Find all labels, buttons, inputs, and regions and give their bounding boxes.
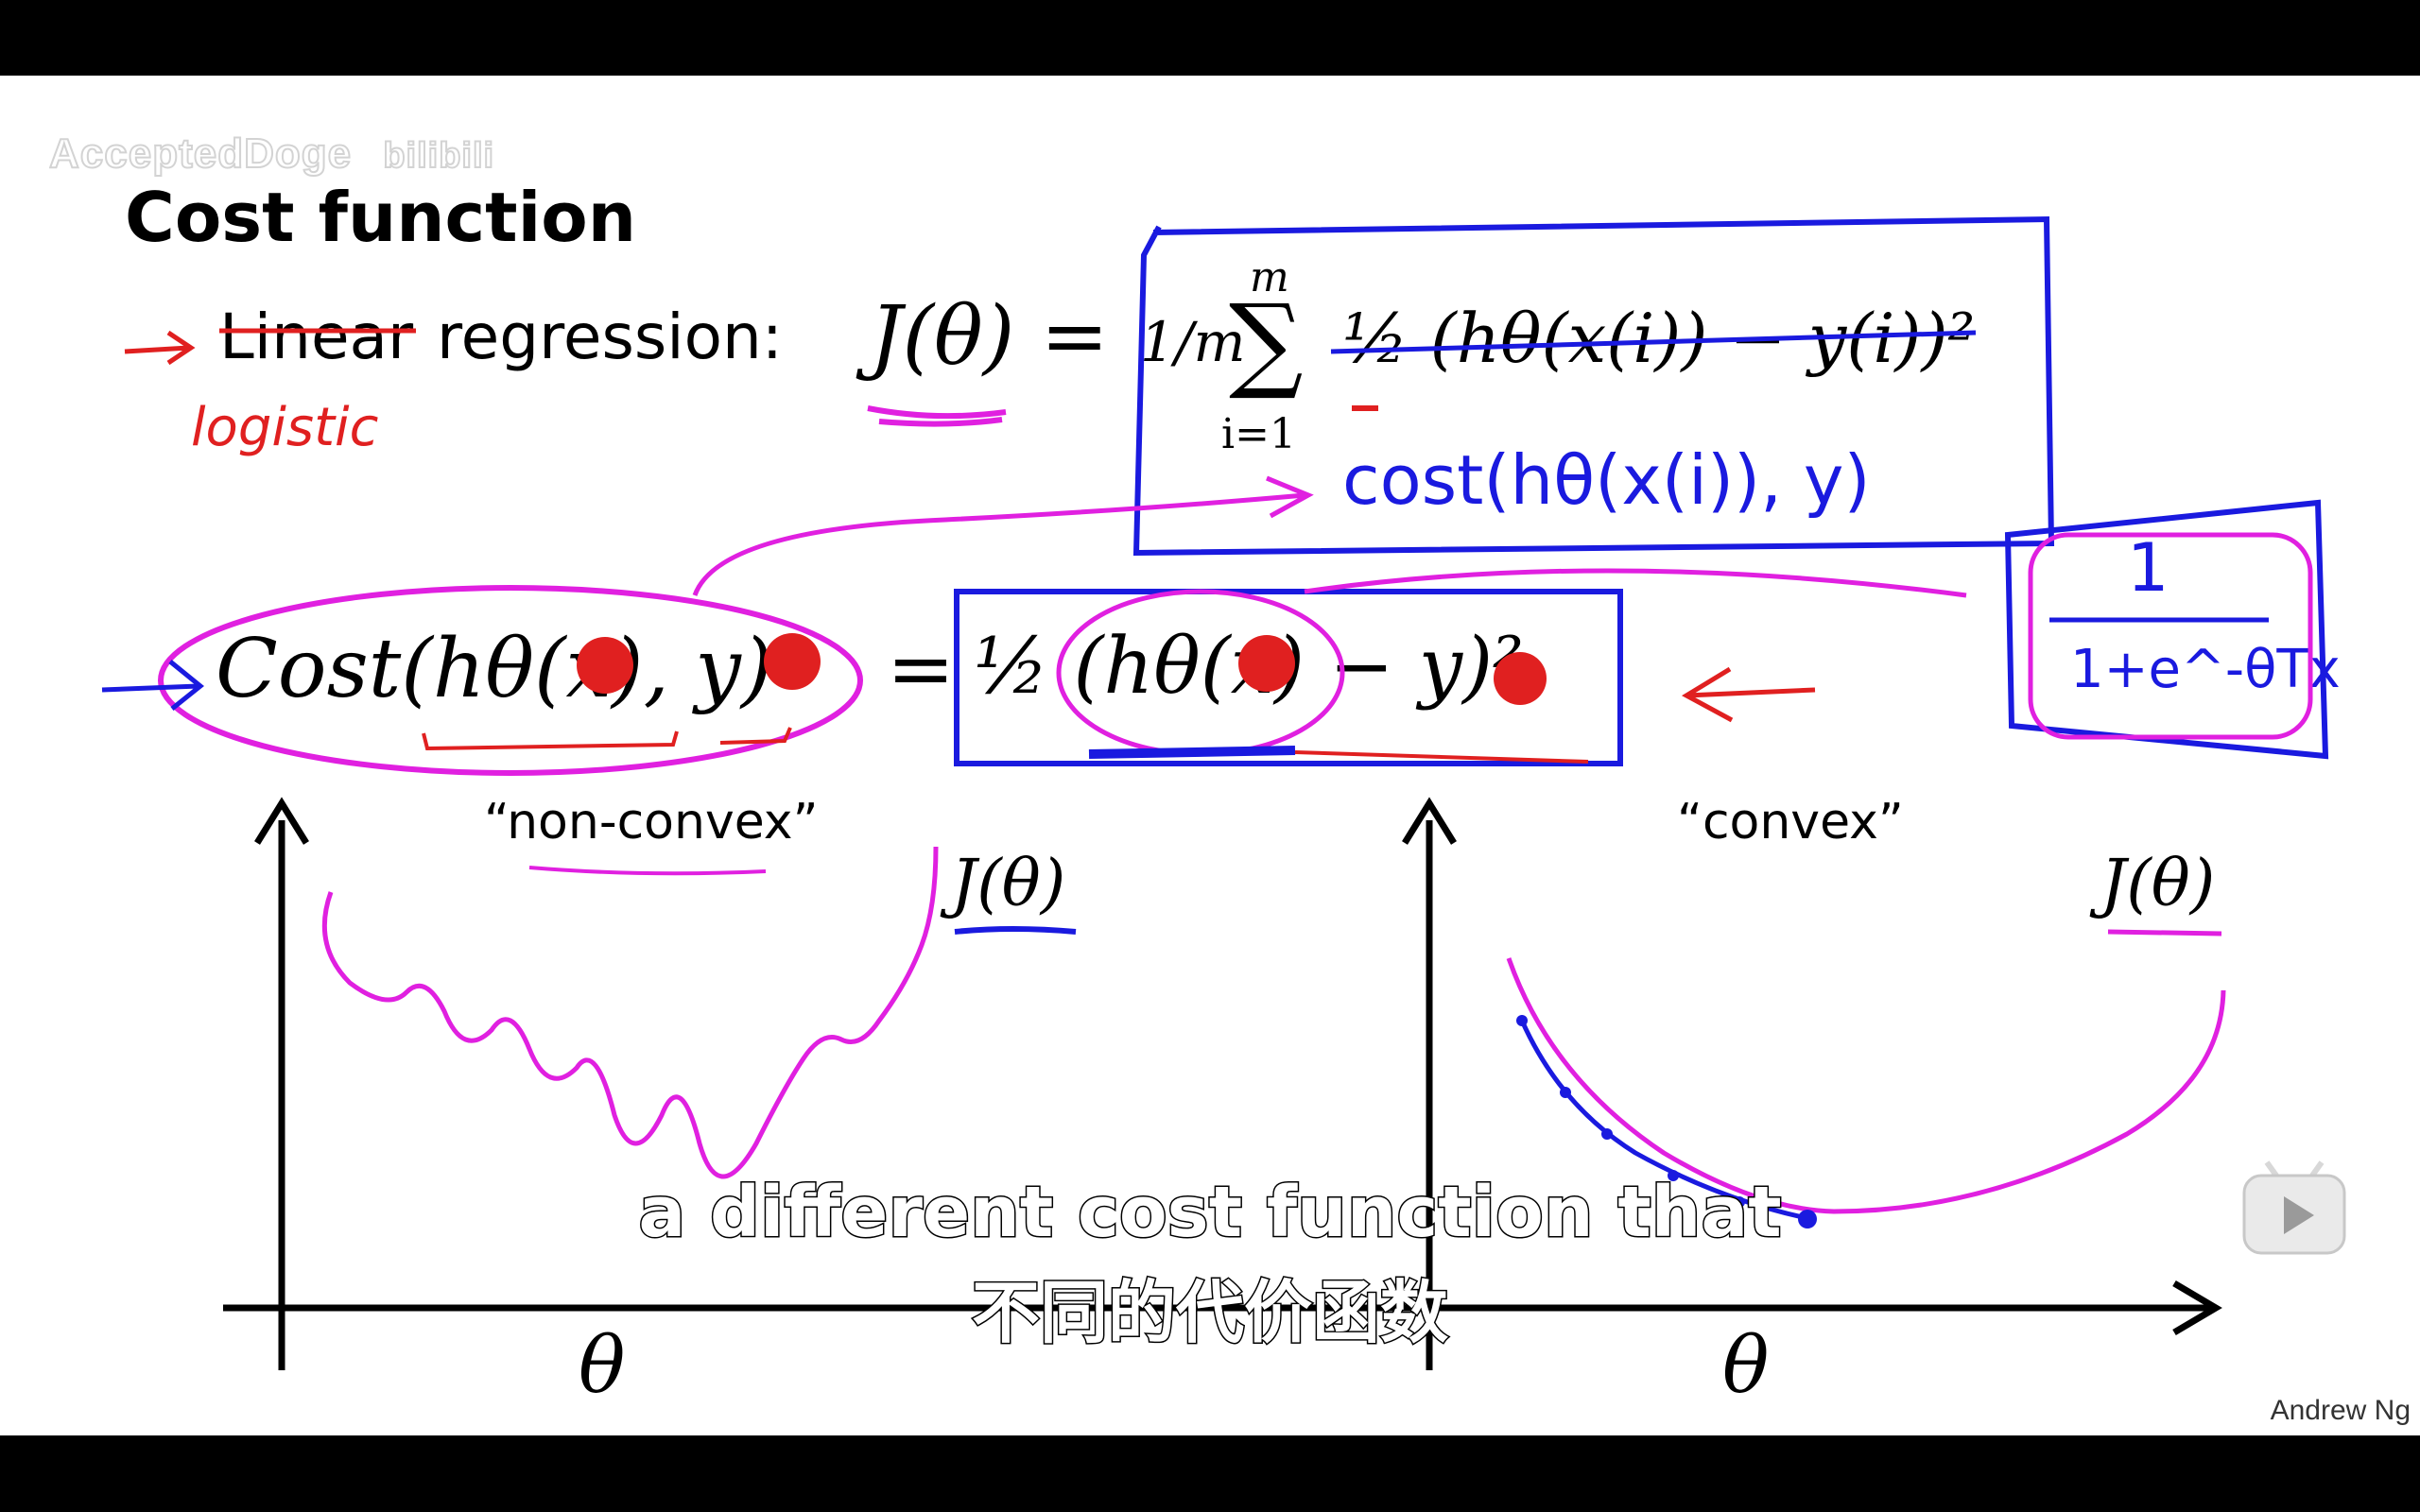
sigmoid-box [2004, 499, 2329, 760]
redact-blob [1238, 635, 1295, 692]
non-convex-caption: “non-convex” [484, 794, 819, 850]
right-plot-y-label: J(θ) [2100, 847, 2216, 921]
right-y-arrow [1402, 797, 1457, 845]
sigmoid-denominator: 1+e^-θTx [2070, 639, 2341, 700]
left-plot-y-label: J(θ) [951, 847, 1066, 921]
play-icon [2242, 1160, 2346, 1255]
cost-lhs-j-theta: J(θ) = [870, 289, 1109, 384]
j-theta-left-underline [954, 926, 1077, 935]
sigmoid-rounded [2028, 532, 2313, 740]
summand: ½ (hθ(x(i)) − y(i))² [1342, 299, 1976, 378]
letterbox-top [0, 0, 2420, 76]
handwritten-cost: cost(hθ(x(i)), y) [1342, 440, 1871, 520]
watermark-channel: AcceptedDoge [48, 129, 353, 178]
red-arrow-row1 [124, 330, 196, 366]
watermark-site: bilibili [382, 135, 495, 177]
blue-arrow-row2 [101, 660, 204, 711]
sum-symbol: ∑ [1229, 282, 1304, 403]
watermark: AcceptedDoge bilibili [48, 129, 495, 178]
magenta-arc-sigmoid [1304, 568, 1967, 598]
blue-underline [1088, 746, 1296, 759]
crossed-word: Linear [219, 301, 414, 373]
non-convex-underline [528, 866, 767, 876]
slide-title: Cost function [125, 178, 636, 257]
convex-curve [1506, 957, 2226, 1214]
j-theta-right-underline [2107, 929, 2222, 936]
subtitle-english: a different cost function that [637, 1171, 1783, 1255]
box-squared-error [954, 589, 1623, 766]
left-plot-x-label: θ [579, 1321, 626, 1411]
redact-blob [577, 637, 633, 694]
j-theta-underline [867, 405, 1007, 427]
subtitle-chinese: 不同的代价函数 [970, 1272, 1449, 1354]
sigmoid-numerator: 1 [2127, 529, 2169, 607]
right-x-arrow [2172, 1280, 2222, 1336]
left-y-arrow [254, 797, 309, 845]
box-linear-cost [1132, 215, 2055, 557]
regression-label: regression: [437, 301, 784, 373]
descent-path [1519, 1019, 1812, 1222]
cost-lhs-ellipse [158, 585, 863, 776]
sum-upper: m [1250, 253, 1289, 301]
convex-caption: “convex” [1677, 794, 1904, 850]
letterbox-bottom [0, 1435, 2420, 1512]
redact-blob [764, 633, 821, 690]
play-button[interactable] [2238, 1151, 2350, 1263]
underline-brackets [422, 727, 792, 751]
strike-summand [1330, 330, 1977, 354]
handwritten-logistic: logistic [191, 397, 379, 458]
fraction-one-over-m: 1/m [1140, 310, 1246, 374]
magenta-arrow-to-cost [692, 475, 1314, 596]
redact-blob [1494, 652, 1547, 705]
red-underline [1294, 750, 1589, 764]
cost-definition-lhs: Cost(hθ(x), y) [216, 622, 773, 716]
author-credit: Andrew Ng [2270, 1395, 2411, 1426]
red-arrow-row2 [1681, 666, 1816, 723]
descent-points [1516, 1015, 1817, 1228]
sum-lower: i=1 [1221, 410, 1296, 458]
equals-sign: = [887, 622, 956, 716]
h-circle [1056, 589, 1345, 757]
non-convex-curve [321, 846, 939, 1179]
right-plot-x-label: θ [1722, 1321, 1770, 1411]
